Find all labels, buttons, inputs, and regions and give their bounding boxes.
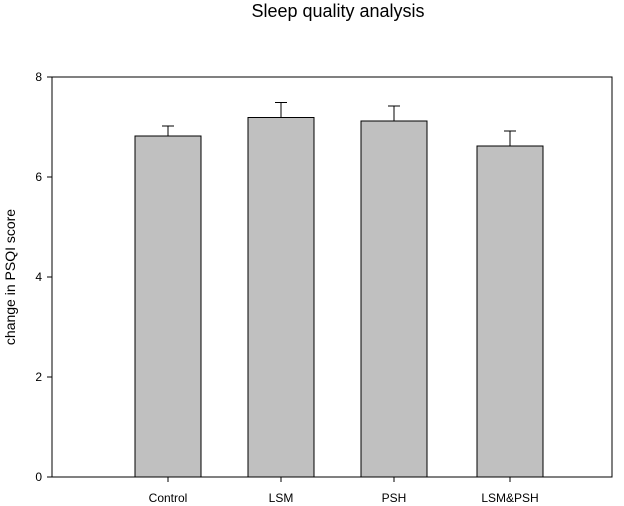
bars-group <box>134 117 544 478</box>
chart-title: Sleep quality analysis <box>251 1 424 21</box>
bar-lsm <box>247 117 315 478</box>
bar-lsm-psh <box>476 145 544 478</box>
error-bars-group <box>162 102 516 146</box>
x-tick-label-psh: PSH <box>382 491 407 505</box>
x-tick-label-lsm: LSM <box>269 491 294 505</box>
bar-control <box>134 135 202 478</box>
y-tick-label-0: 0 <box>35 470 42 484</box>
bar-psh <box>360 120 428 478</box>
y-axis: 0 2 4 6 8 <box>35 70 52 484</box>
y-tick-label-2: 2 <box>35 370 42 384</box>
x-tick-label-lsm-psh: LSM&PSH <box>481 491 538 505</box>
y-tick-label-4: 4 <box>35 270 42 284</box>
y-axis-label: change in PSQI score <box>2 209 18 345</box>
y-tick-label-8: 8 <box>35 70 42 84</box>
x-axis: Control LSM PSH LSM&PSH <box>149 477 539 505</box>
y-tick-label-6: 6 <box>35 170 42 184</box>
x-tick-label-control: Control <box>149 491 188 505</box>
